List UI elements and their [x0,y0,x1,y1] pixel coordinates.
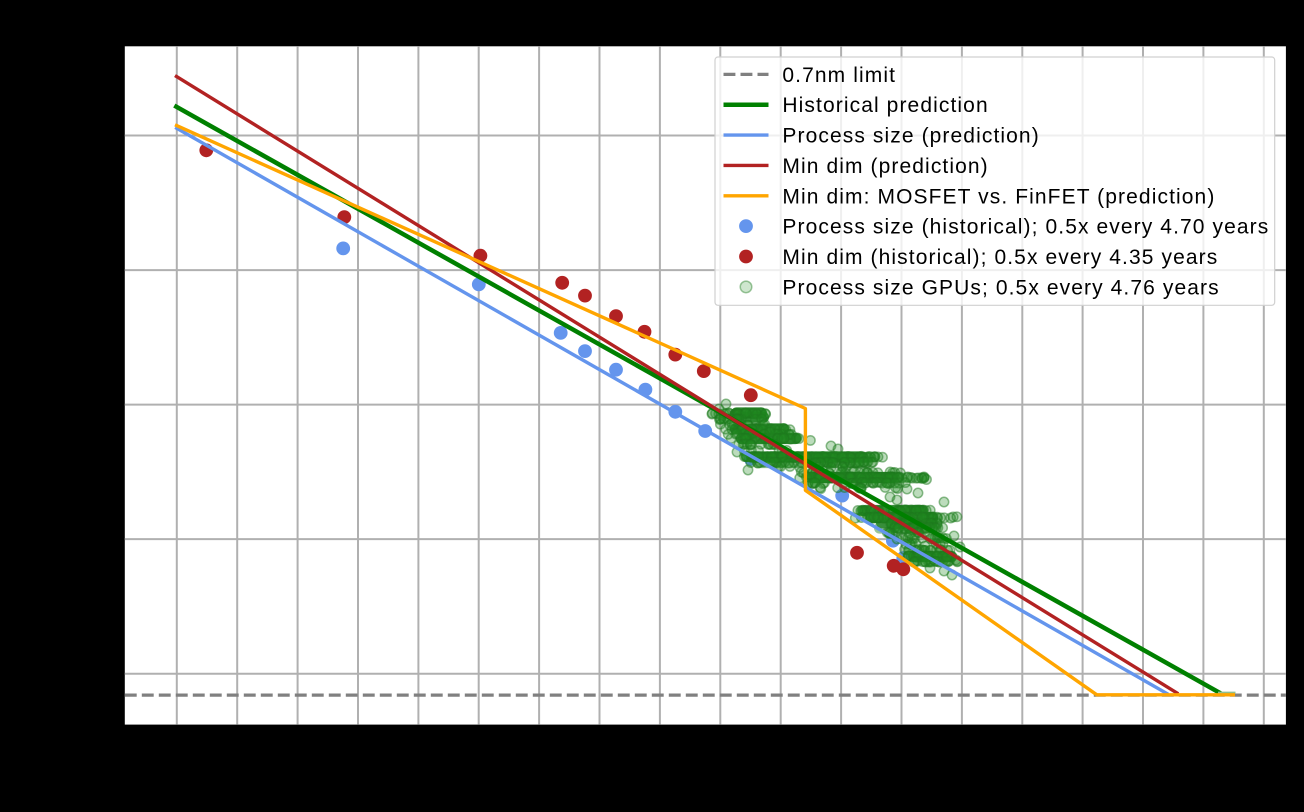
svg-text:Historical prediction: Historical prediction [782,94,988,117]
svg-text:Min dim (historical); 0.5x eve: Min dim (historical); 0.5x every 4.35 ye… [782,246,1218,269]
svg-text:Process size GPUs; 0.5x every: Process size GPUs; 0.5x every 4.76 years [782,276,1219,299]
svg-text:Min dim: MOSFET vs. FinFET (pr: Min dim: MOSFET vs. FinFET (prediction) [782,185,1215,208]
svg-text:Process size (prediction): Process size (prediction) [782,125,1039,148]
svg-text:0.7nm limit: 0.7nm limit [782,64,896,87]
svg-text:Process size (historical); 0.5: Process size (historical); 0.5x every 4.… [782,216,1269,239]
svg-text:Min dim (prediction): Min dim (prediction) [782,155,988,178]
